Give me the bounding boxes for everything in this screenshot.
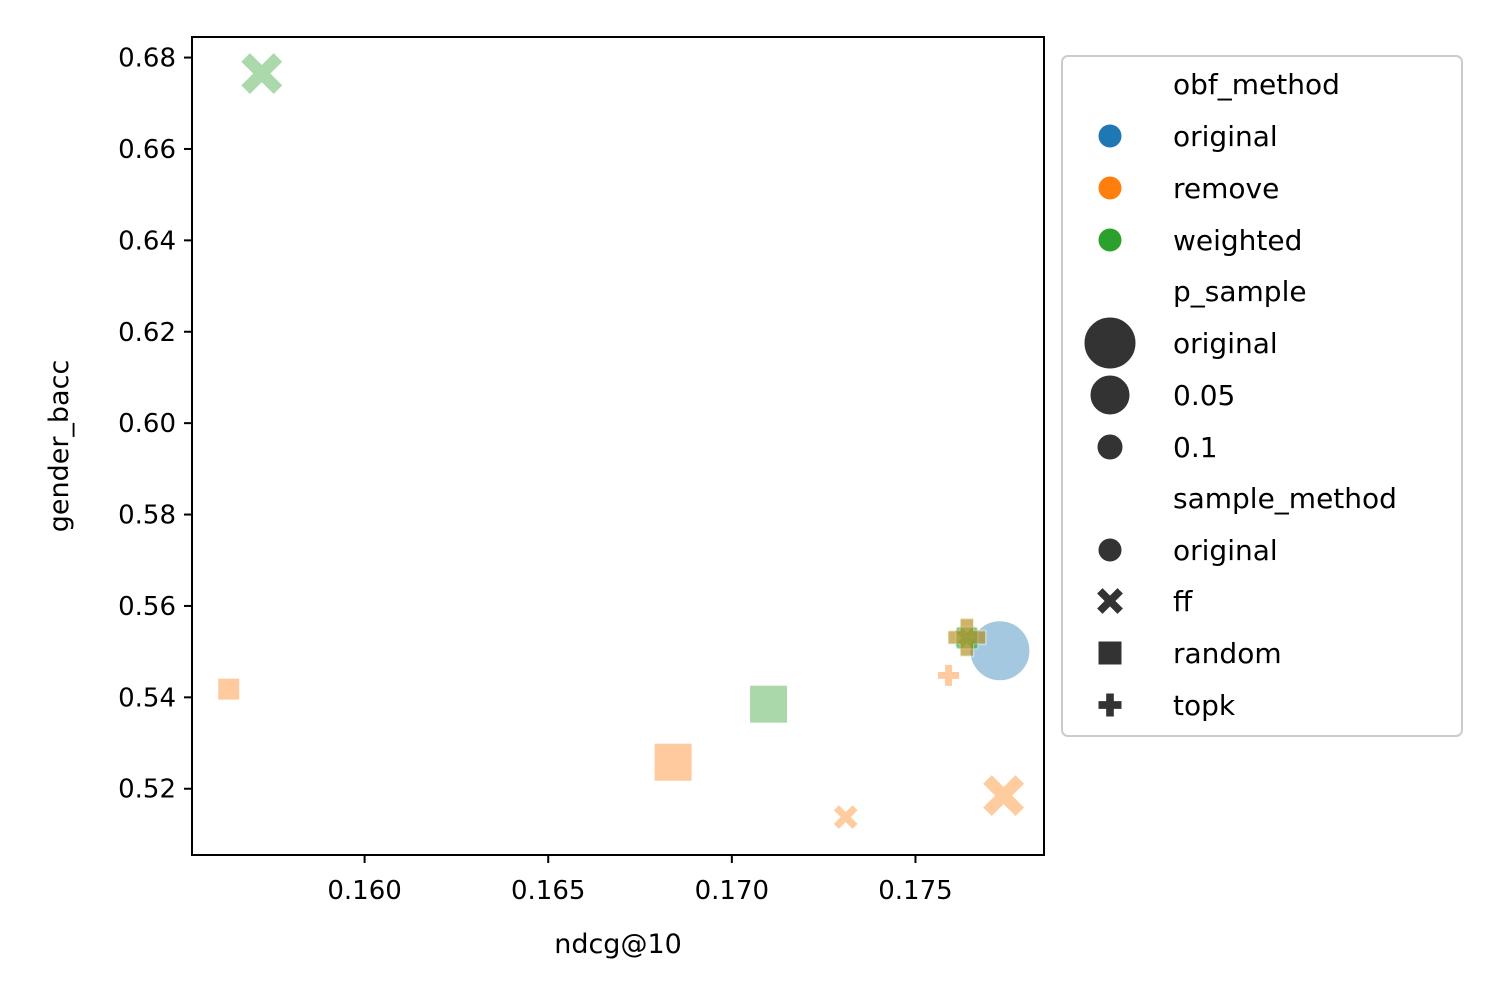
legend-frame bbox=[1061, 55, 1463, 737]
legend-title: obf_method bbox=[1173, 68, 1340, 101]
data-point bbox=[969, 620, 1031, 682]
legend-marker bbox=[1097, 692, 1123, 718]
y-tick-label: 0.60 bbox=[118, 409, 176, 439]
y-tick-label: 0.66 bbox=[118, 135, 176, 165]
legend-marker bbox=[1097, 640, 1123, 666]
legend-label: original bbox=[1173, 120, 1278, 153]
legend-marker bbox=[1097, 537, 1123, 563]
data-point bbox=[241, 53, 283, 95]
legend-marker bbox=[1097, 175, 1123, 201]
legend-marker bbox=[1083, 316, 1137, 370]
legend-label: topk bbox=[1173, 689, 1236, 722]
legend-label: ff bbox=[1173, 585, 1193, 618]
y-axis: 0.52 0.54 0.56 0.58 0.60 0.62 0.64 0.66 0.68 bbox=[118, 44, 192, 805]
legend-label: remove bbox=[1173, 172, 1279, 205]
legend-label: weighted bbox=[1173, 224, 1302, 257]
legend-entries: obf_method original remove weighted p_sample… bbox=[1083, 68, 1397, 722]
points-layer bbox=[217, 53, 1031, 829]
data-point bbox=[983, 775, 1025, 817]
legend-label: 0.1 bbox=[1173, 431, 1218, 464]
data-point bbox=[653, 742, 693, 782]
data-point bbox=[955, 626, 979, 650]
legend-marker bbox=[1096, 433, 1124, 461]
y-axis-label: gender_bacc bbox=[44, 360, 75, 533]
x-axis: 0.160 0.165 0.170 0.175 bbox=[327, 855, 953, 906]
legend-title: sample_method bbox=[1173, 482, 1397, 515]
legend-label: original bbox=[1173, 327, 1278, 360]
y-tick-label: 0.54 bbox=[118, 683, 176, 713]
y-tick-label: 0.56 bbox=[118, 592, 176, 622]
y-tick-label: 0.62 bbox=[118, 318, 176, 348]
legend-label: random bbox=[1173, 637, 1282, 670]
y-tick-label: 0.68 bbox=[118, 44, 176, 74]
data-point bbox=[947, 618, 987, 658]
x-tick-label: 0.165 bbox=[511, 876, 585, 906]
data-point bbox=[833, 805, 858, 829]
x-axis-label: ndcg@10 bbox=[554, 929, 682, 960]
data-point bbox=[947, 617, 987, 657]
data-point bbox=[217, 677, 241, 701]
legend-marker bbox=[1089, 374, 1131, 416]
legend: obf_method original remove weighted p_sample… bbox=[1061, 55, 1463, 737]
x-tick-label: 0.160 bbox=[327, 876, 401, 906]
legend-marker bbox=[1097, 588, 1123, 614]
data-point bbox=[955, 626, 979, 650]
y-tick-label: 0.52 bbox=[118, 775, 176, 805]
y-tick-label: 0.58 bbox=[118, 501, 176, 531]
legend-marker bbox=[1097, 227, 1123, 253]
legend-label: original bbox=[1173, 534, 1278, 567]
plot-frame bbox=[191, 36, 1045, 856]
x-tick-label: 0.170 bbox=[695, 876, 769, 906]
y-tick-label: 0.64 bbox=[118, 226, 176, 256]
legend-label: 0.05 bbox=[1173, 379, 1235, 412]
x-tick-label: 0.175 bbox=[878, 876, 952, 906]
legend-title: p_sample bbox=[1173, 275, 1307, 308]
data-point bbox=[937, 663, 961, 687]
legend-marker bbox=[1097, 123, 1123, 149]
data-point bbox=[749, 684, 789, 724]
